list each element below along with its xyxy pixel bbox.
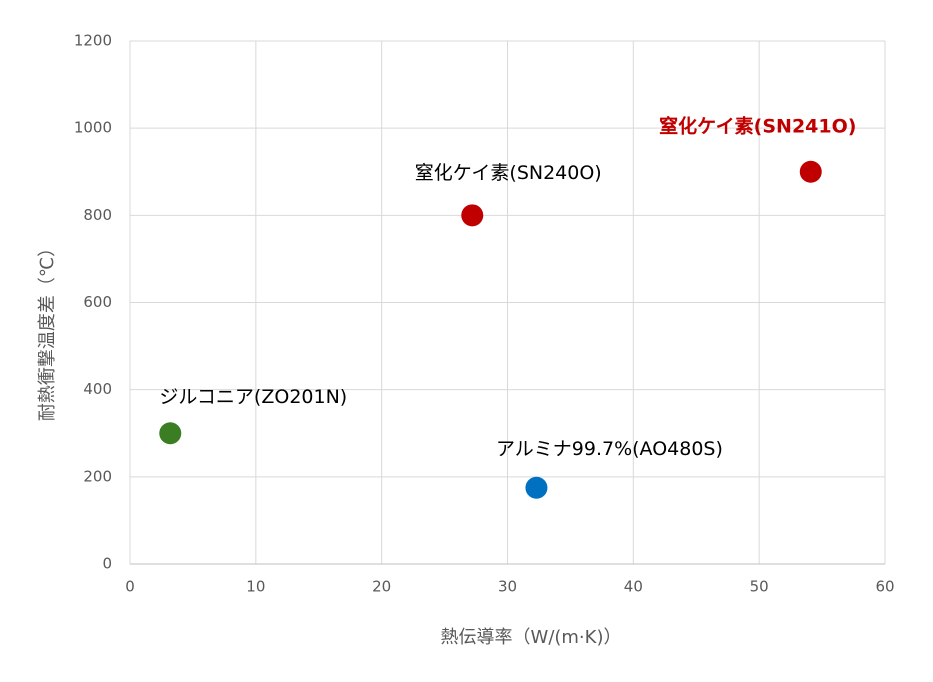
x-tick-label: 10 xyxy=(246,578,265,596)
point xyxy=(461,204,484,227)
point xyxy=(525,476,548,499)
point xyxy=(799,160,822,183)
point-label: アルミナ99.7%(AO480S) xyxy=(496,438,723,460)
point-label: ジルコニア(ZO201N) xyxy=(159,386,347,408)
y-axis-title: 耐熱衝撃温度差（℃） xyxy=(37,239,58,421)
x-tick-label: 40 xyxy=(624,578,643,596)
y-tick-label: 400 xyxy=(83,380,112,398)
x-axis-title: 熱伝導率（W/(m·K)） xyxy=(441,627,622,648)
y-tick-label: 600 xyxy=(83,293,112,311)
x-tick-label: 0 xyxy=(125,578,135,596)
x-tick-label: 30 xyxy=(498,578,517,596)
y-tick-label: 1000 xyxy=(74,119,112,137)
x-tick-label: 20 xyxy=(372,578,391,596)
y-tick-label: 800 xyxy=(83,206,112,224)
point-label: 窒化ケイ素(SN240O) xyxy=(415,162,602,184)
y-tick-label: 1200 xyxy=(74,32,112,50)
x-tick-label: 60 xyxy=(875,578,894,596)
point-label: 窒化ケイ素(SN241O) xyxy=(659,114,856,137)
point xyxy=(159,422,182,445)
y-tick-label: 200 xyxy=(83,467,112,485)
x-tick-label: 50 xyxy=(750,578,769,596)
y-tick-label: 0 xyxy=(102,555,112,573)
